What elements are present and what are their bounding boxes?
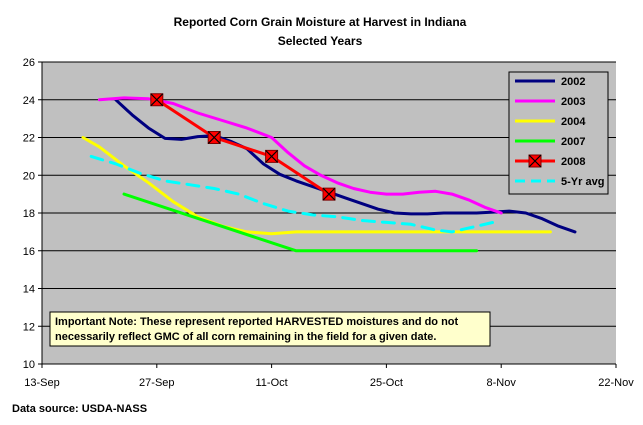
data-source: Data source: USDA-NASS [12,403,147,415]
y-tick-label: 12 [23,321,35,333]
legend-entry-2003: 2003 [515,96,585,108]
legend-label: 2003 [561,96,585,108]
y-tick-label: 18 [23,208,35,220]
note-line-1: Important Note: These represent reported… [55,316,459,328]
data-point-2008 [322,187,336,201]
legend-box [508,71,609,195]
series-layer [81,93,577,253]
x-tick-label: 27-Sep [139,377,174,389]
y-tick-labels: 10 12 14 16 18 20 22 24 26 [23,57,42,371]
x-tick-label: 13-Sep [24,377,59,389]
series-line-2007 [122,192,479,253]
y-tick-label: 14 [23,284,35,296]
data-point-2008 [265,149,279,163]
data-point-2008 [150,93,164,107]
legend-entry-2002: 2002 [515,76,585,88]
legend-marker [528,154,542,168]
note-line-2: necessarily reflect GMC of all corn rema… [55,331,436,343]
series-line-2003 [97,96,503,215]
note-box [49,311,491,347]
x-tick-label: 22-Nov [598,377,634,389]
legend-label: 2004 [561,116,586,128]
x-tick-label: 25-Oct [370,377,403,389]
important-note: Important Note: These represent reported… [49,311,491,347]
legend-entry-2007: 2007 [515,136,585,148]
legend-label: 5-Yr avg [561,176,604,188]
legend-entry-2008: 2008 [515,154,585,168]
legend-label: 2008 [561,156,585,168]
chart-subtitle: Selected Years [278,34,363,48]
y-tick-label: 26 [23,57,35,69]
y-tick-label: 20 [23,170,35,182]
data-point-2008 [207,131,221,144]
legend-entry-5-yr-avg: 5-Yr avg [515,176,604,188]
legend-label: 2007 [561,136,585,148]
y-tick-label: 24 [23,95,35,107]
y-tick-label: 10 [23,359,35,371]
legend-entry-2004: 2004 [515,116,586,128]
x-tick-label: 8-Nov [487,377,517,389]
y-tick-label: 22 [23,133,35,145]
y-tick-label: 16 [23,246,35,258]
legend-entries: 2002 2003 2004 2007 2008 5-Yr avg [515,76,604,188]
legend-label: 2002 [561,76,585,88]
chart-title: Reported Corn Grain Moisture at Harvest … [174,15,467,29]
series-line-2008 [155,98,331,196]
legend: 2002 2003 2004 2007 2008 5-Yr avg [508,71,609,195]
x-tick-label: 11-Oct [255,377,287,389]
x-tick-labels: 13-Sep 27-Sep 11-Oct 25-Oct 8-Nov 22-Nov [24,364,634,389]
